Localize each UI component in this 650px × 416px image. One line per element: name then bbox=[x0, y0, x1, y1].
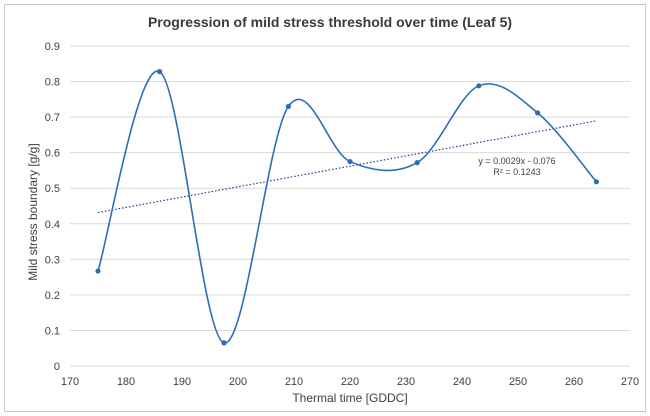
data-point bbox=[95, 268, 101, 274]
y-tick-label: 0.3 bbox=[45, 254, 60, 266]
trendline-r-squared: R² = 0.1243 bbox=[493, 167, 540, 177]
y-tick-label: 0.5 bbox=[45, 183, 60, 195]
y-tick-label: 0.7 bbox=[45, 112, 60, 124]
x-tick-labels: 170 180 190 200 210 220 230 240 250 260 270 bbox=[61, 376, 639, 388]
x-tick-label: 210 bbox=[285, 376, 303, 388]
x-tick-label: 170 bbox=[61, 376, 79, 388]
y-tick-label: 0.8 bbox=[45, 77, 60, 89]
chart-title: Progression of mild stress threshold ove… bbox=[148, 14, 512, 30]
gridlines bbox=[70, 45, 630, 367]
y-tick-label: 0.9 bbox=[45, 41, 60, 53]
data-point bbox=[535, 110, 541, 116]
y-tick-label: 0.6 bbox=[45, 148, 60, 160]
data-point bbox=[414, 160, 420, 166]
x-tick-label: 180 bbox=[117, 376, 135, 388]
y-tick-labels: 0 0.1 0.2 0.3 0.4 0.5 0.6 0.7 0.8 0.9 bbox=[45, 41, 60, 373]
data-point bbox=[476, 83, 482, 89]
x-tick-label: 190 bbox=[173, 376, 191, 388]
x-tick-label: 250 bbox=[509, 376, 527, 388]
x-tick-label: 270 bbox=[621, 376, 639, 388]
data-point bbox=[221, 340, 227, 346]
y-tick-label: 0.4 bbox=[45, 219, 60, 231]
x-axis-label: Thermal time [GDDC] bbox=[292, 391, 407, 405]
trendline-equation: y = 0.0029x - 0.076 bbox=[478, 156, 555, 166]
x-tick-label: 260 bbox=[565, 376, 583, 388]
y-tick-label: 0.1 bbox=[45, 325, 60, 337]
data-point bbox=[285, 103, 291, 110]
chart-frame bbox=[4, 4, 646, 412]
y-tick-label: 0 bbox=[54, 361, 60, 373]
trendline bbox=[97, 120, 597, 214]
x-tick-label: 200 bbox=[229, 376, 247, 388]
x-tick-label: 230 bbox=[397, 376, 415, 388]
y-tick-label: 0.2 bbox=[45, 290, 60, 302]
x-tick-label: 240 bbox=[453, 376, 471, 388]
data-point bbox=[347, 158, 353, 165]
data-points bbox=[95, 69, 600, 346]
series-line bbox=[97, 70, 598, 344]
data-point bbox=[157, 69, 163, 75]
y-axis-label: Mild stress boundary [g/g] bbox=[26, 143, 40, 280]
data-point bbox=[593, 179, 600, 185]
x-tick-label: 220 bbox=[341, 376, 359, 388]
